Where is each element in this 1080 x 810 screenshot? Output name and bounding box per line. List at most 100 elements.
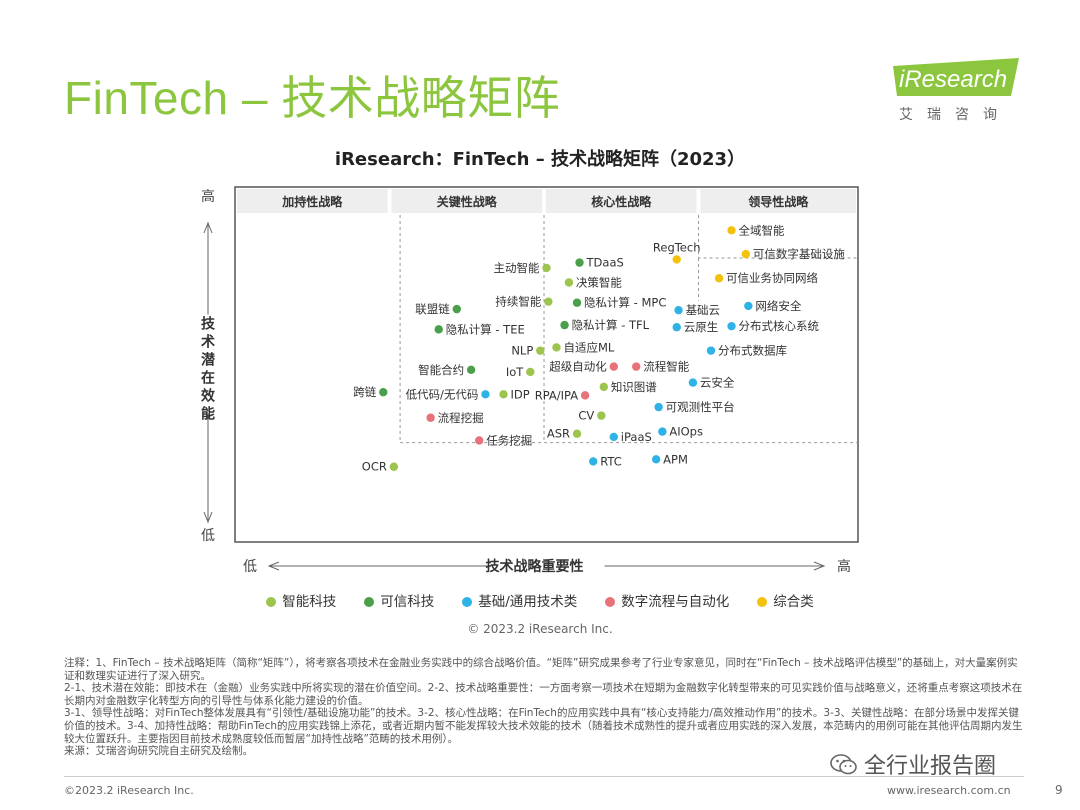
data-point [426,413,435,422]
zone-label: 关键性战略 [437,194,498,209]
data-point [609,362,618,371]
y-axis-label: 技 [201,316,216,333]
data-point-label: iPaaS [621,430,652,444]
plot-frame [234,186,859,543]
data-point-label: 智能合约 [418,363,464,377]
data-point [651,455,661,464]
data-point [434,325,443,334]
zone-label: 核心性战略 [591,194,652,209]
data-point [672,323,681,332]
strategy-matrix-chart: 技术潜在效能高低技术战略重要性低高 加持性战略 关键性战略 核心性战略 领导性战略 全… [196,186,859,577]
data-point-label: CV [578,409,594,423]
y-axis-arrow-up [203,221,213,234]
data-point [580,391,590,400]
x-axis-arrow-right [813,561,826,571]
data-point [599,382,609,392]
data-point-label: 隐私计算 - TEE [446,322,525,336]
legend-item: 数字流程与自动化 [605,590,729,610]
data-point-label: 自适应ML [563,340,614,354]
watermark-text: 全行业报告圈 [864,754,997,779]
data-point-label: 跨链 [353,385,376,399]
legend-label: 基础/通用技术类 [478,594,578,610]
y-axis-arrow-down [203,511,213,524]
data-point [452,304,461,314]
legend-swatch [462,597,473,607]
legend-item: 综合类 [757,590,814,610]
y-axis-label: 潜 [201,352,216,369]
data-point-label: 低代码/无代码 [406,387,479,401]
data-point [552,343,561,352]
data-point [727,226,736,235]
legend-item: 基础/通用技术类 [462,590,577,610]
wechat-icon [830,754,857,775]
data-point-label: 流程挖掘 [438,411,484,425]
x-low-label: 低 [243,559,257,575]
data-point [658,427,667,436]
page-title: FinTech – 技术战略矩阵 [64,72,561,124]
y-axis-label: 效 [201,388,216,405]
data-point-label: 云安全 [700,376,735,390]
y-axis-label: 能 [201,406,215,423]
note-2: 2-1、技术潜在效能：即技术在（金融）业务实践中所将实现的潜在价值空间。2-2、… [64,682,1023,707]
data-point-label: 隐私计算 - MPC [584,296,666,310]
data-point [475,436,484,445]
footer-url[interactable]: www.iresearch.com.cn [887,784,1011,797]
legend-label: 智能科技 [282,594,337,610]
data-point-label: IDP [511,387,530,401]
data-point-label: IoT [506,365,524,379]
data-point [672,255,681,264]
data-point [674,305,683,315]
note-source: 来源：艾瑞咨询研究院自主研究及绘制。 [64,745,253,758]
iresearch-logo: iResearch 艾瑞咨询 [893,58,1023,128]
data-point [741,249,751,259]
data-point-label: 全域智能 [739,223,785,237]
data-point [389,462,399,471]
data-point [542,263,551,273]
strategy-zones: 加持性战略 关键性战略 核心性战略 领导性战略 [237,189,858,444]
legend-item: 智能科技 [266,590,336,610]
data-point [688,378,698,387]
data-point-label: 知识图谱 [611,380,657,394]
data-point-label: 分布式数据库 [718,344,787,358]
data-point [654,402,663,412]
data-point [544,297,553,306]
zone-label: 加持性战略 [281,194,343,209]
watermark: 全行业报告圈 [830,748,996,780]
data-point [526,367,535,377]
data-point-label: 网络安全 [755,299,801,313]
zone-header-bg [237,189,388,213]
y-low-label: 低 [201,528,215,544]
data-point [379,387,388,397]
data-point [499,390,508,399]
data-point [714,274,724,283]
data-point-label: 可观测性平台 [666,400,735,414]
data-point [564,278,574,287]
data-point-label: TDaaS [586,256,624,270]
zone-header-bg [546,189,697,213]
footer-copyright: ©2023.2 iResearch Inc. [64,784,194,797]
data-point [466,365,476,375]
logo-mark-icon: iResearch [893,58,1019,96]
data-point [481,390,490,399]
note-3: 3-1、领导性战略：对FinTech整体发展具有“引领性/基础设施功能”的技术。… [64,707,1023,745]
data-point-label: 可信数字基础设施 [753,247,845,261]
data-point-label: 任务挖掘 [486,433,532,447]
logo-text: iResearch [899,66,1007,93]
x-axis-label: 技术战略重要性 [486,558,584,575]
data-point-label: 隐私计算 - TFL [572,318,650,332]
data-point-label: 决策智能 [576,275,622,289]
legend-label: 可信科技 [380,594,435,610]
legend-swatch [266,597,277,607]
data-point-label: 云原生 [684,320,719,334]
legend-swatch [364,597,375,607]
zone-header-bg [700,189,856,213]
data-point-label: 持续智能 [495,295,541,309]
data-point-label: ASR [547,427,570,441]
legend-swatch [605,597,616,607]
legend-label: 数字流程与自动化 [621,594,730,610]
data-point [597,411,606,420]
page-number: 9 [1055,783,1063,797]
chart-copyright: © 2023.2 iResearch Inc. [467,622,613,636]
data-point-label: RTC [600,454,622,468]
